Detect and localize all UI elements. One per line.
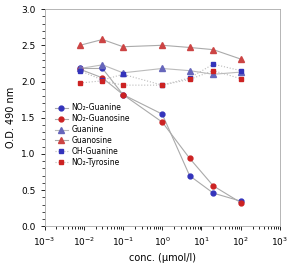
Line: NO₂-Tyrosine: NO₂-Tyrosine	[78, 68, 243, 88]
NO₂-Tyrosine	[161, 84, 164, 87]
OH-Guanine	[239, 69, 243, 72]
OH-Guanine	[161, 84, 164, 87]
OH-Guanine	[78, 69, 82, 72]
Guanosine	[239, 58, 243, 61]
NO₂-Tyrosine	[188, 78, 191, 81]
NO₂-Guanine	[101, 67, 104, 70]
NO₂-Guanine	[188, 174, 191, 177]
X-axis label: conc. (μmol/l): conc. (μmol/l)	[129, 253, 196, 263]
Guanosine	[121, 45, 125, 48]
OH-Guanine	[188, 76, 191, 80]
Guanosine	[101, 38, 104, 41]
Guanine	[161, 67, 164, 70]
NO₂-Tyrosine	[211, 69, 215, 72]
Legend: NO₂-Guanine, NO₂-Guanosine, Guanine, Guanosine, OH-Guanine, NO₂-Tyrosine: NO₂-Guanine, NO₂-Guanosine, Guanine, Gua…	[53, 102, 131, 168]
NO₂-Tyrosine	[121, 84, 125, 87]
Guanine	[188, 69, 191, 72]
NO₂-Tyrosine	[101, 79, 104, 82]
NO₂-Guanosine	[161, 121, 164, 124]
NO₂-Tyrosine	[239, 77, 243, 80]
Line: Guanosine: Guanosine	[77, 37, 243, 62]
Line: Guanine: Guanine	[77, 62, 243, 77]
NO₂-Guanine	[239, 200, 243, 203]
Guanosine	[188, 46, 191, 49]
OH-Guanine	[211, 62, 215, 66]
NO₂-Tyrosine	[78, 81, 82, 84]
OH-Guanine	[101, 79, 104, 82]
NO₂-Guanine	[211, 192, 215, 195]
Y-axis label: O.D. 490 nm: O.D. 490 nm	[6, 87, 16, 148]
NO₂-Guanosine	[211, 184, 215, 187]
NO₂-Guanosine	[78, 68, 82, 71]
NO₂-Guanosine	[121, 93, 125, 96]
Line: NO₂-Guanosine: NO₂-Guanosine	[78, 67, 243, 205]
NO₂-Guanine	[161, 112, 164, 116]
NO₂-Guanine	[121, 93, 125, 96]
Guanosine	[211, 48, 215, 51]
Guanine	[121, 71, 125, 75]
OH-Guanine	[121, 73, 125, 76]
Guanine	[211, 73, 215, 76]
NO₂-Guanosine	[239, 201, 243, 204]
Guanine	[239, 70, 243, 74]
NO₂-Guanosine	[101, 76, 104, 80]
Guanosine	[78, 44, 82, 47]
Guanine	[101, 63, 104, 66]
Guanine	[78, 67, 82, 70]
NO₂-Guanosine	[188, 157, 191, 160]
Guanosine	[161, 44, 164, 47]
Line: OH-Guanine: OH-Guanine	[78, 62, 243, 88]
NO₂-Guanine	[78, 67, 82, 70]
Line: NO₂-Guanine: NO₂-Guanine	[78, 66, 243, 204]
